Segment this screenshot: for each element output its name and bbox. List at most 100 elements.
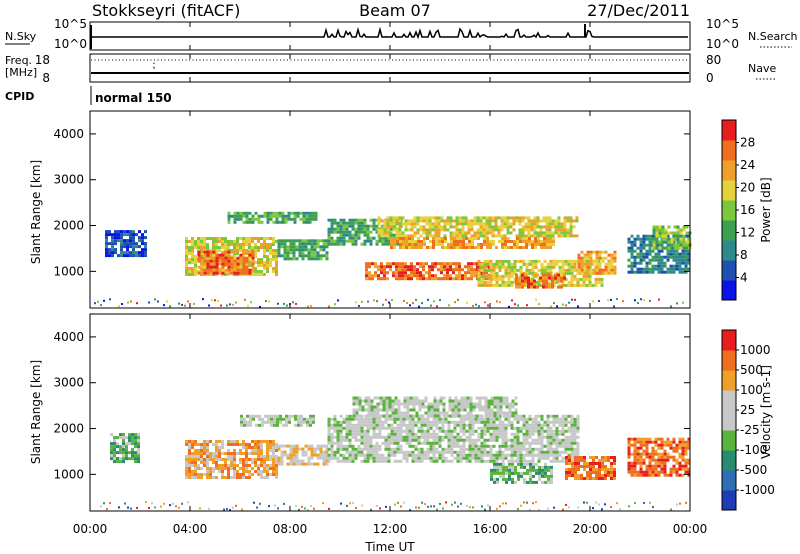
velocity-colorbar-label: Velocity [m s-1] bbox=[759, 365, 773, 459]
velocity-region-5 bbox=[352, 396, 518, 418]
power-colorbar-swatch-3 bbox=[722, 220, 736, 241]
freq-label: Freq. bbox=[5, 54, 32, 67]
power-colorbar-tick-3: 16 bbox=[740, 203, 755, 217]
cpid-label: CPID bbox=[5, 90, 34, 103]
power-region-3 bbox=[277, 239, 329, 261]
velocity-y-tick-3: 1000 bbox=[53, 467, 84, 481]
velocity-colorbar-swatch-8 bbox=[722, 330, 736, 351]
power-region-2 bbox=[197, 250, 255, 275]
velocity-region-7 bbox=[565, 456, 616, 480]
power-region-11 bbox=[577, 250, 617, 275]
velocity-colorbar-swatch-4 bbox=[722, 410, 736, 431]
power-region-8 bbox=[365, 262, 491, 281]
velocity-region-1 bbox=[185, 440, 278, 479]
power-colorbar-swatch-5 bbox=[722, 180, 736, 201]
cpid-mode-text: normal 150 bbox=[95, 91, 172, 105]
date-title: 27/Dec/2011 bbox=[587, 1, 690, 20]
power-y-ticks: 4000 3000 2000 1000 bbox=[53, 127, 690, 278]
power-ground-scatter bbox=[94, 298, 684, 308]
velocity-region-3 bbox=[240, 414, 315, 427]
velocity-ground-scatter bbox=[100, 501, 687, 511]
power-colorbar-swatch-1 bbox=[722, 260, 736, 281]
freq-spike-mark: ⁏ bbox=[152, 60, 155, 71]
x-tick-6: 00:00 bbox=[673, 522, 708, 536]
velocity-y-label: Slant Range [km] bbox=[29, 360, 43, 464]
power-region-13 bbox=[652, 225, 692, 250]
x-tick-4: 16:00 bbox=[473, 522, 508, 536]
velocity-colorbar: 1000 500 100 25 -25 -100 -500 -1000 bbox=[721, 329, 775, 511]
velocity-colorbar-tick-6: -500 bbox=[740, 463, 767, 477]
velocity-colorbar-swatch-5 bbox=[722, 390, 736, 411]
power-region-7 bbox=[390, 237, 555, 249]
velocity-region-8 bbox=[627, 437, 691, 477]
power-colorbar-tick-2: 20 bbox=[740, 181, 755, 195]
velocity-colorbar-tick-7: -1000 bbox=[740, 483, 775, 497]
power-colorbar-tick-0: 28 bbox=[740, 136, 755, 150]
power-colorbar-tick-4: 12 bbox=[740, 226, 755, 240]
power-region-4 bbox=[227, 211, 318, 224]
velocity-y-tick-0: 4000 bbox=[53, 330, 84, 344]
power-colorbar-swatch-8 bbox=[722, 120, 736, 141]
velocity-colorbar-tick-0: 1000 bbox=[740, 343, 771, 357]
velocity-colorbar-swatch-6 bbox=[722, 370, 736, 391]
power-heatmap bbox=[94, 211, 692, 308]
nsky-left-tick-top: 10^5 bbox=[54, 17, 87, 31]
time-x-ticks: 00:00 04:00 08:00 12:00 16:00 20:00 00:00 bbox=[73, 22, 708, 536]
nsearch-label: N.Search bbox=[748, 30, 798, 43]
power-colorbar-swatch-6 bbox=[722, 160, 736, 181]
velocity-colorbar-tick-5: -100 bbox=[740, 443, 767, 457]
power-colorbar: 28 24 20 16 12 8 4 bbox=[721, 119, 755, 301]
velocity-y-tick-1: 3000 bbox=[53, 376, 84, 390]
velocity-colorbar-tick-1: 500 bbox=[740, 363, 763, 377]
power-colorbar-swatch-2 bbox=[722, 240, 736, 261]
nave-right-tick-top: 80 bbox=[706, 53, 721, 67]
velocity-colorbar-tick-4: -25 bbox=[740, 423, 760, 437]
velocity-colorbar-tick-2: 100 bbox=[740, 383, 763, 397]
power-colorbar-swatch-7 bbox=[722, 140, 736, 161]
time-x-label: Time UT bbox=[364, 540, 415, 554]
station-title: Stokkseyri (fitACF) bbox=[92, 1, 240, 20]
power-region-10 bbox=[515, 273, 566, 289]
x-tick-1: 04:00 bbox=[173, 522, 208, 536]
velocity-region-6 bbox=[490, 462, 553, 484]
velocity-y-ticks: 4000 3000 2000 1000 bbox=[53, 330, 690, 481]
power-region-6 bbox=[377, 216, 579, 238]
velocity-y-tick-2: 2000 bbox=[53, 422, 84, 436]
power-y-tick-3: 1000 bbox=[53, 264, 84, 278]
nsky-label: N.Sky bbox=[5, 30, 37, 43]
power-colorbar-tick-1: 24 bbox=[740, 158, 755, 172]
nave-right-tick-bottom: 0 bbox=[706, 71, 714, 85]
freq-left-tick-top: 18 bbox=[35, 53, 50, 67]
velocity-colorbar-swatch-7 bbox=[722, 350, 736, 371]
power-region-0 bbox=[105, 230, 147, 258]
power-y-label: Slant Range [km] bbox=[29, 160, 43, 264]
power-y-tick-0: 4000 bbox=[53, 127, 84, 141]
x-tick-5: 20:00 bbox=[573, 522, 608, 536]
x-tick-3: 12:00 bbox=[373, 522, 408, 536]
nsky-trace bbox=[90, 24, 688, 49]
x-tick-2: 08:00 bbox=[273, 522, 308, 536]
velocity-colorbar-swatch-2 bbox=[722, 450, 736, 471]
power-colorbar-swatch-4 bbox=[722, 200, 736, 221]
power-colorbar-tick-6: 4 bbox=[740, 271, 748, 285]
power-colorbar-tick-5: 8 bbox=[740, 248, 748, 262]
freq-left-tick-bottom: 8 bbox=[42, 71, 50, 85]
freq-unit-label: [MHz] bbox=[5, 66, 37, 79]
velocity-region-0 bbox=[110, 433, 140, 464]
nave-label: Nave bbox=[748, 62, 776, 75]
power-colorbar-swatch-0 bbox=[722, 280, 736, 301]
velocity-region-2 bbox=[277, 444, 329, 466]
nsky-right-tick-top: 10^5 bbox=[706, 17, 739, 31]
velocity-colorbar-swatch-1 bbox=[722, 470, 736, 491]
x-tick-0: 00:00 bbox=[73, 522, 108, 536]
velocity-colorbar-tick-3: 25 bbox=[740, 403, 755, 417]
nsky-trace-line bbox=[91, 26, 688, 40]
power-y-tick-1: 3000 bbox=[53, 173, 84, 187]
velocity-colorbar-swatch-0 bbox=[722, 490, 736, 511]
velocity-region-4 bbox=[327, 414, 580, 463]
beam-title: Beam 07 bbox=[359, 1, 431, 20]
velocity-panel-frame bbox=[89, 313, 691, 512]
nsky-right-tick-bottom: 10^0 bbox=[706, 37, 739, 51]
nsky-left-tick-bottom: 10^0 bbox=[54, 37, 87, 51]
